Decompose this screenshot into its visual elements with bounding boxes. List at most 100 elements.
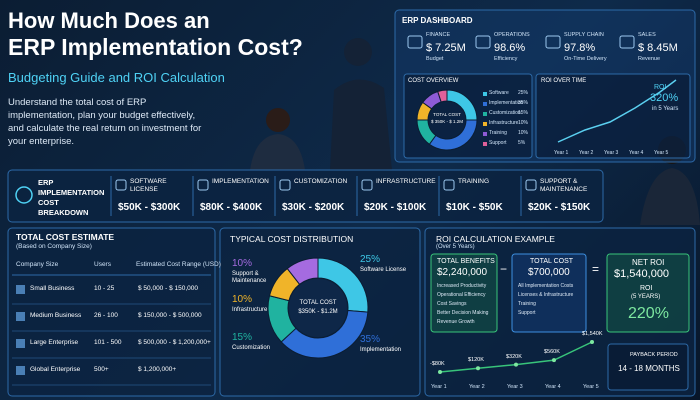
slice-label: Implementation <box>360 347 402 353</box>
kpi-caption: Budget <box>426 56 444 62</box>
donut-value: $350K - $1.2M <box>298 309 338 315</box>
item-range: $80K - $400K <box>200 202 263 213</box>
distribution-title: TYPICAL COST DISTRIBUTION <box>230 234 354 244</box>
kpi-icon <box>545 35 561 49</box>
row-icon <box>16 285 25 294</box>
legend-value: 10% <box>518 130 529 136</box>
year-label: Year 5 <box>654 150 669 156</box>
box-title: TOTAL COST <box>530 258 574 265</box>
slice-label: Infrastructure <box>232 307 268 313</box>
roi-value: 320% <box>650 92 679 104</box>
table-cell: Medium Business <box>30 312 82 319</box>
intro: Understand the total cost of ERP impleme… <box>8 97 202 147</box>
year-label: Year 3 <box>604 150 619 156</box>
box-item: Support <box>518 310 536 316</box>
kpi-caption: Efficiency <box>494 56 518 62</box>
net-roi-label: ROI <box>640 285 653 292</box>
cumulative-point <box>552 358 556 363</box>
legend-value: 35% <box>518 100 529 106</box>
title: How Much Does an <box>8 8 210 33</box>
kpi-caption: On-Time Delivery <box>564 56 607 62</box>
kpi-label: SALES <box>638 32 656 38</box>
legend-value: 10% <box>518 120 529 126</box>
point-label: $120K <box>468 357 484 364</box>
box-item: Operational Efficiency <box>437 292 486 298</box>
net-title: NET ROI <box>632 258 665 267</box>
slice-label: Customization <box>232 345 271 351</box>
legend-label: Infrastructure <box>489 120 519 126</box>
kpi-icon <box>407 35 423 49</box>
legend-swatch <box>483 122 487 126</box>
donut-slice <box>437 89 448 103</box>
slice-percent: 10% <box>232 258 253 269</box>
box-item: Licenses & Infrastructure <box>518 292 574 298</box>
legend-label: Customization <box>489 110 521 116</box>
table-cell: $ 1,200,000+ <box>138 366 177 373</box>
point-label: $1,540K <box>582 331 603 337</box>
year-label: Year 4 <box>545 384 561 390</box>
panel-title: ROI OVER TIME <box>541 78 587 84</box>
column-header: Estimated Cost Range (USD) <box>136 261 221 268</box>
table-cell: 26 - 100 <box>94 312 118 319</box>
legend-swatch <box>483 92 487 96</box>
kpi-value: $ 7.25M <box>426 42 466 54</box>
kpi-value: 98.6% <box>494 42 526 54</box>
item-icon <box>525 179 537 191</box>
item-range: $50K - $300K <box>118 202 181 213</box>
box-item: Cost Savings <box>437 301 467 307</box>
kpi-value: 97.8% <box>564 42 596 54</box>
subtitle: Budgeting Guide and ROI Calculation <box>8 70 225 85</box>
slice-percent: 25% <box>360 254 381 265</box>
roi-caption: in 5 Years <box>652 106 679 112</box>
donut-hole <box>289 279 347 337</box>
kpi-icon <box>619 35 635 49</box>
table-cell: $ 150,000 - $ 500,000 <box>138 312 202 319</box>
net-period: (5 YEARS) <box>631 294 661 300</box>
table-title: TOTAL COST ESTIMATE <box>16 232 115 242</box>
point-label: $320K <box>506 353 522 360</box>
table-subtitle: (Based on Company Size) <box>16 243 92 250</box>
title: ERP Implementation Cost? <box>8 34 303 60</box>
row-icon <box>16 312 25 321</box>
box-item: Better Decision Making <box>437 310 489 316</box>
legend-value: 15% <box>518 110 529 116</box>
donut-slice <box>286 257 319 286</box>
dashboard-title: ERP DASHBOARD <box>402 16 473 25</box>
slice-percent: 15% <box>232 332 253 343</box>
payback-value: 14 - 18 MONTHS <box>618 364 680 373</box>
presenter <box>250 38 700 225</box>
kpi-label: OPERATIONS <box>494 32 530 38</box>
donut-value: $ 350K - $ 1.2M <box>430 119 464 124</box>
table-cell: $ 50,000 - $ 150,000 <box>138 285 198 292</box>
legend-value: 25% <box>518 90 529 96</box>
slice-percent: 10% <box>232 294 253 305</box>
box-item: Training <box>518 301 536 307</box>
year-label: Year 5 <box>583 384 599 390</box>
donut-label: TOTAL COST <box>433 112 461 117</box>
item-icon <box>197 179 209 191</box>
payback-box <box>607 343 689 391</box>
cumulative-point <box>590 340 594 344</box>
legend-swatch <box>483 112 487 116</box>
item-icon <box>443 179 455 191</box>
trend-line <box>557 79 677 143</box>
roi-time-panel <box>535 73 691 159</box>
item-name: INFRASTRUCTURE <box>376 178 436 185</box>
kpi-label: SUPPLY CHAIN <box>564 32 604 38</box>
roi-label: ROI <box>654 84 667 91</box>
operator: − <box>500 262 508 276</box>
box-item: Revenue Growth <box>437 319 475 325</box>
item-name: TRAINING <box>458 178 490 185</box>
table-cell: $ 500,000 - $ 1,200,000+ <box>138 339 211 346</box>
kpi-caption: Revenue <box>638 56 661 62</box>
breakdown-icon <box>15 186 33 204</box>
item-icon <box>279 179 291 191</box>
donut-label: TOTAL COST <box>299 300 337 306</box>
item-range: $20K - $150K <box>528 202 591 213</box>
column-header: Company Size <box>16 261 59 268</box>
roi-subtitle: (Over 5 Years) <box>436 244 475 250</box>
year-label: Year 1 <box>431 384 447 390</box>
year-label: Year 1 <box>554 150 569 156</box>
item-icon <box>361 179 373 191</box>
